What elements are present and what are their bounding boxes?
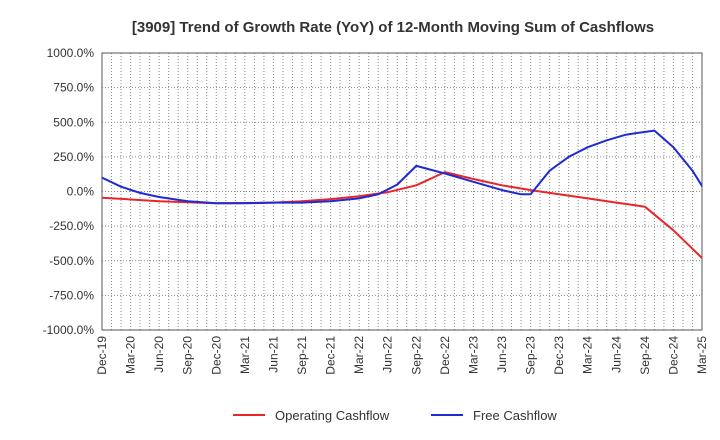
x-tick-label: Mar-25 [695, 336, 709, 374]
legend: Operating Cashflow Free Cashflow [233, 408, 557, 423]
x-tick-label: Mar-20 [124, 336, 138, 374]
x-tick-label: Sep-24 [638, 336, 652, 375]
legend-label: Free Cashflow [473, 408, 557, 423]
y-tick-label: 250.0% [53, 150, 94, 164]
x-tick-label: Dec-21 [324, 336, 338, 375]
y-tick-label: -250.0% [49, 219, 94, 233]
x-tick-label: Sep-22 [409, 336, 423, 375]
x-tick-label: Jun-23 [495, 336, 509, 373]
y-tick-label: -500.0% [49, 254, 94, 268]
y-tick-label: 0.0% [67, 185, 95, 199]
x-tick-label: Jun-24 [609, 336, 623, 373]
y-tick-label: 500.0% [53, 115, 94, 129]
x-tick-label: Dec-24 [666, 336, 680, 375]
x-tick-label: Dec-23 [552, 336, 566, 375]
y-tick-label: 750.0% [53, 81, 94, 95]
x-tick-label: Jun-20 [152, 336, 166, 373]
x-tick-label: Mar-22 [352, 336, 366, 374]
x-tick-label: Sep-20 [181, 336, 195, 375]
x-tick-label: Dec-19 [95, 336, 109, 375]
series-line-free-cashflow [102, 129, 702, 205]
series-line-operating-cashflow [102, 171, 702, 260]
y-tick-label: -750.0% [49, 288, 94, 302]
x-tick-label: Sep-21 [295, 336, 309, 375]
x-tick-label: Mar-24 [581, 336, 595, 374]
x-tick-label: Sep-23 [524, 336, 538, 375]
x-tick-label: Dec-20 [209, 336, 223, 375]
x-tick-label: Mar-21 [238, 336, 252, 374]
y-tick-label: 1000.0% [47, 46, 95, 60]
chart-title: [3909] Trend of Growth Rate (YoY) of 12-… [132, 19, 654, 36]
legend-label: Operating Cashflow [275, 408, 390, 423]
x-tick-label: Jun-22 [381, 336, 395, 373]
plot-border [101, 52, 703, 331]
x-tick-label: Mar-23 [466, 336, 480, 374]
y-tick-label: -1000.0% [43, 323, 95, 337]
x-tick-label: Dec-22 [438, 336, 452, 375]
x-tick-label: Jun-21 [266, 336, 280, 373]
plot-area: 1000.0% 750.0% 500.0% 250.0% 0.0% -250.0% -500… [43, 46, 709, 375]
